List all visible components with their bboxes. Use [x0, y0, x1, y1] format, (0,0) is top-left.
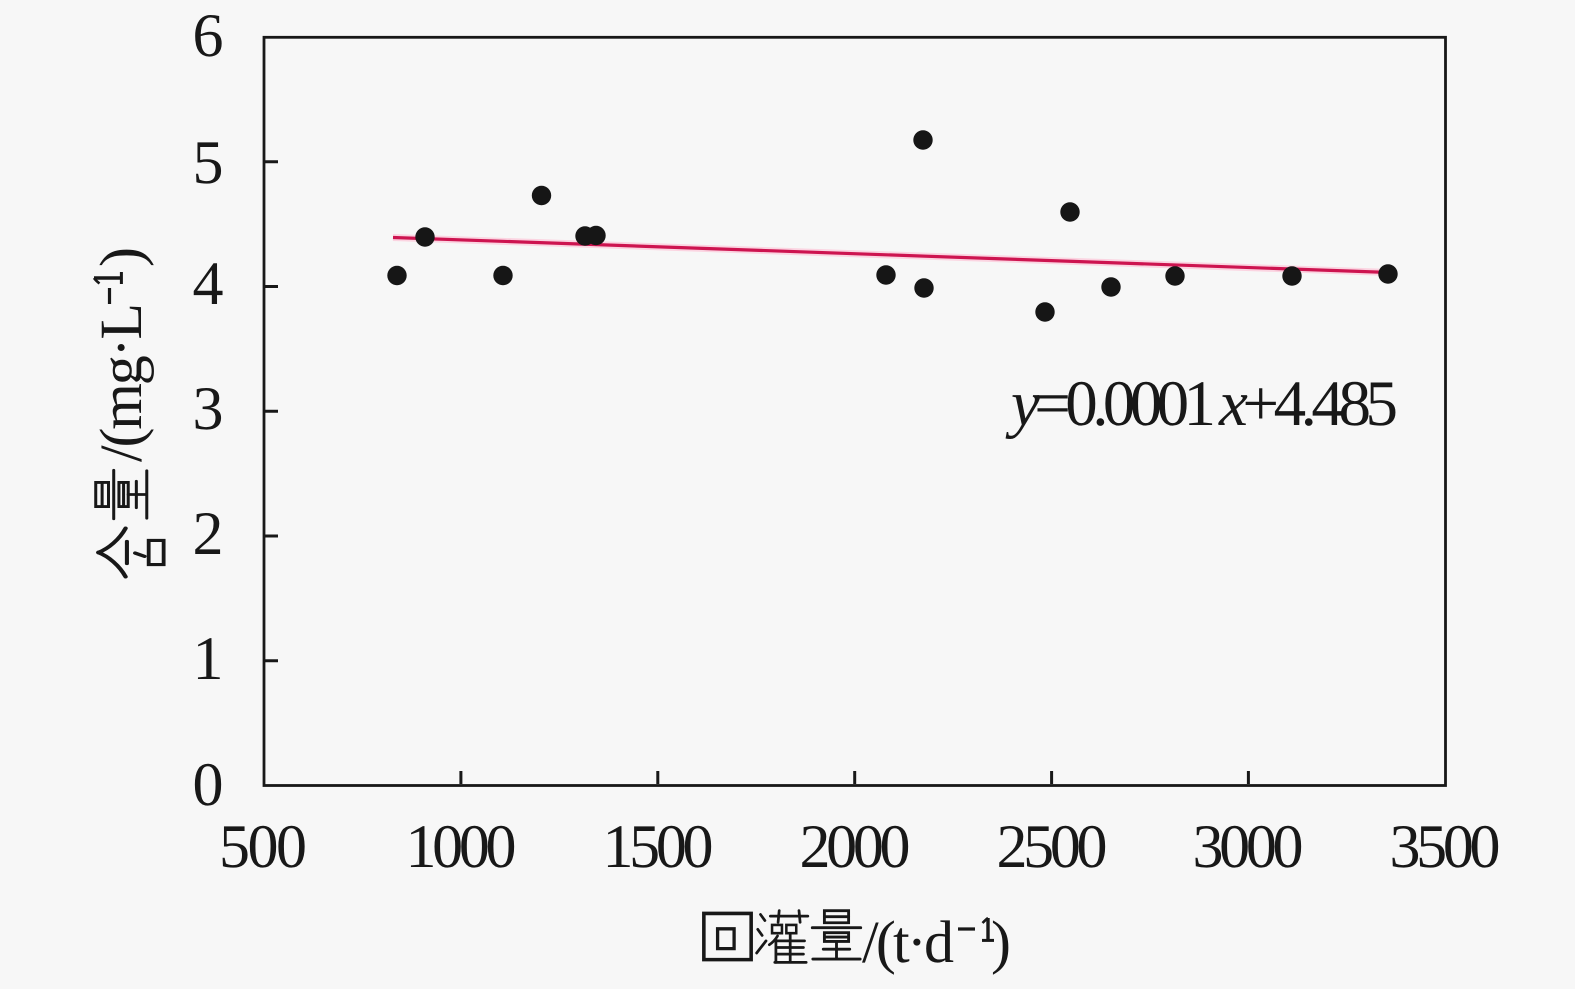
svg-text:y=0.0001: y=0.0001	[1005, 368, 1216, 440]
svg-text:500: 500	[219, 813, 307, 881]
svg-text:/(mg·L: /(mg·L	[88, 303, 154, 462]
svg-text:6: 6	[193, 2, 224, 70]
svg-text:2: 2	[193, 500, 224, 568]
svg-text:x+4.485: x+4.485	[1218, 368, 1398, 440]
svg-text:4: 4	[193, 250, 224, 318]
svg-text:3000: 3000	[1193, 813, 1304, 881]
svg-text:2500: 2500	[997, 813, 1108, 881]
svg-text:2000: 2000	[800, 813, 911, 881]
svg-text:/(t·d: /(t·d	[862, 909, 954, 975]
svg-text:1000: 1000	[406, 813, 517, 881]
svg-text:): )	[991, 909, 1011, 975]
svg-text:1: 1	[193, 625, 224, 693]
svg-text:0: 0	[193, 751, 224, 819]
svg-text:1500: 1500	[603, 813, 714, 881]
svg-text:): )	[88, 247, 154, 267]
svg-text:3500: 3500	[1390, 813, 1501, 881]
svg-text:5: 5	[193, 129, 224, 197]
svg-text:3: 3	[193, 375, 224, 443]
